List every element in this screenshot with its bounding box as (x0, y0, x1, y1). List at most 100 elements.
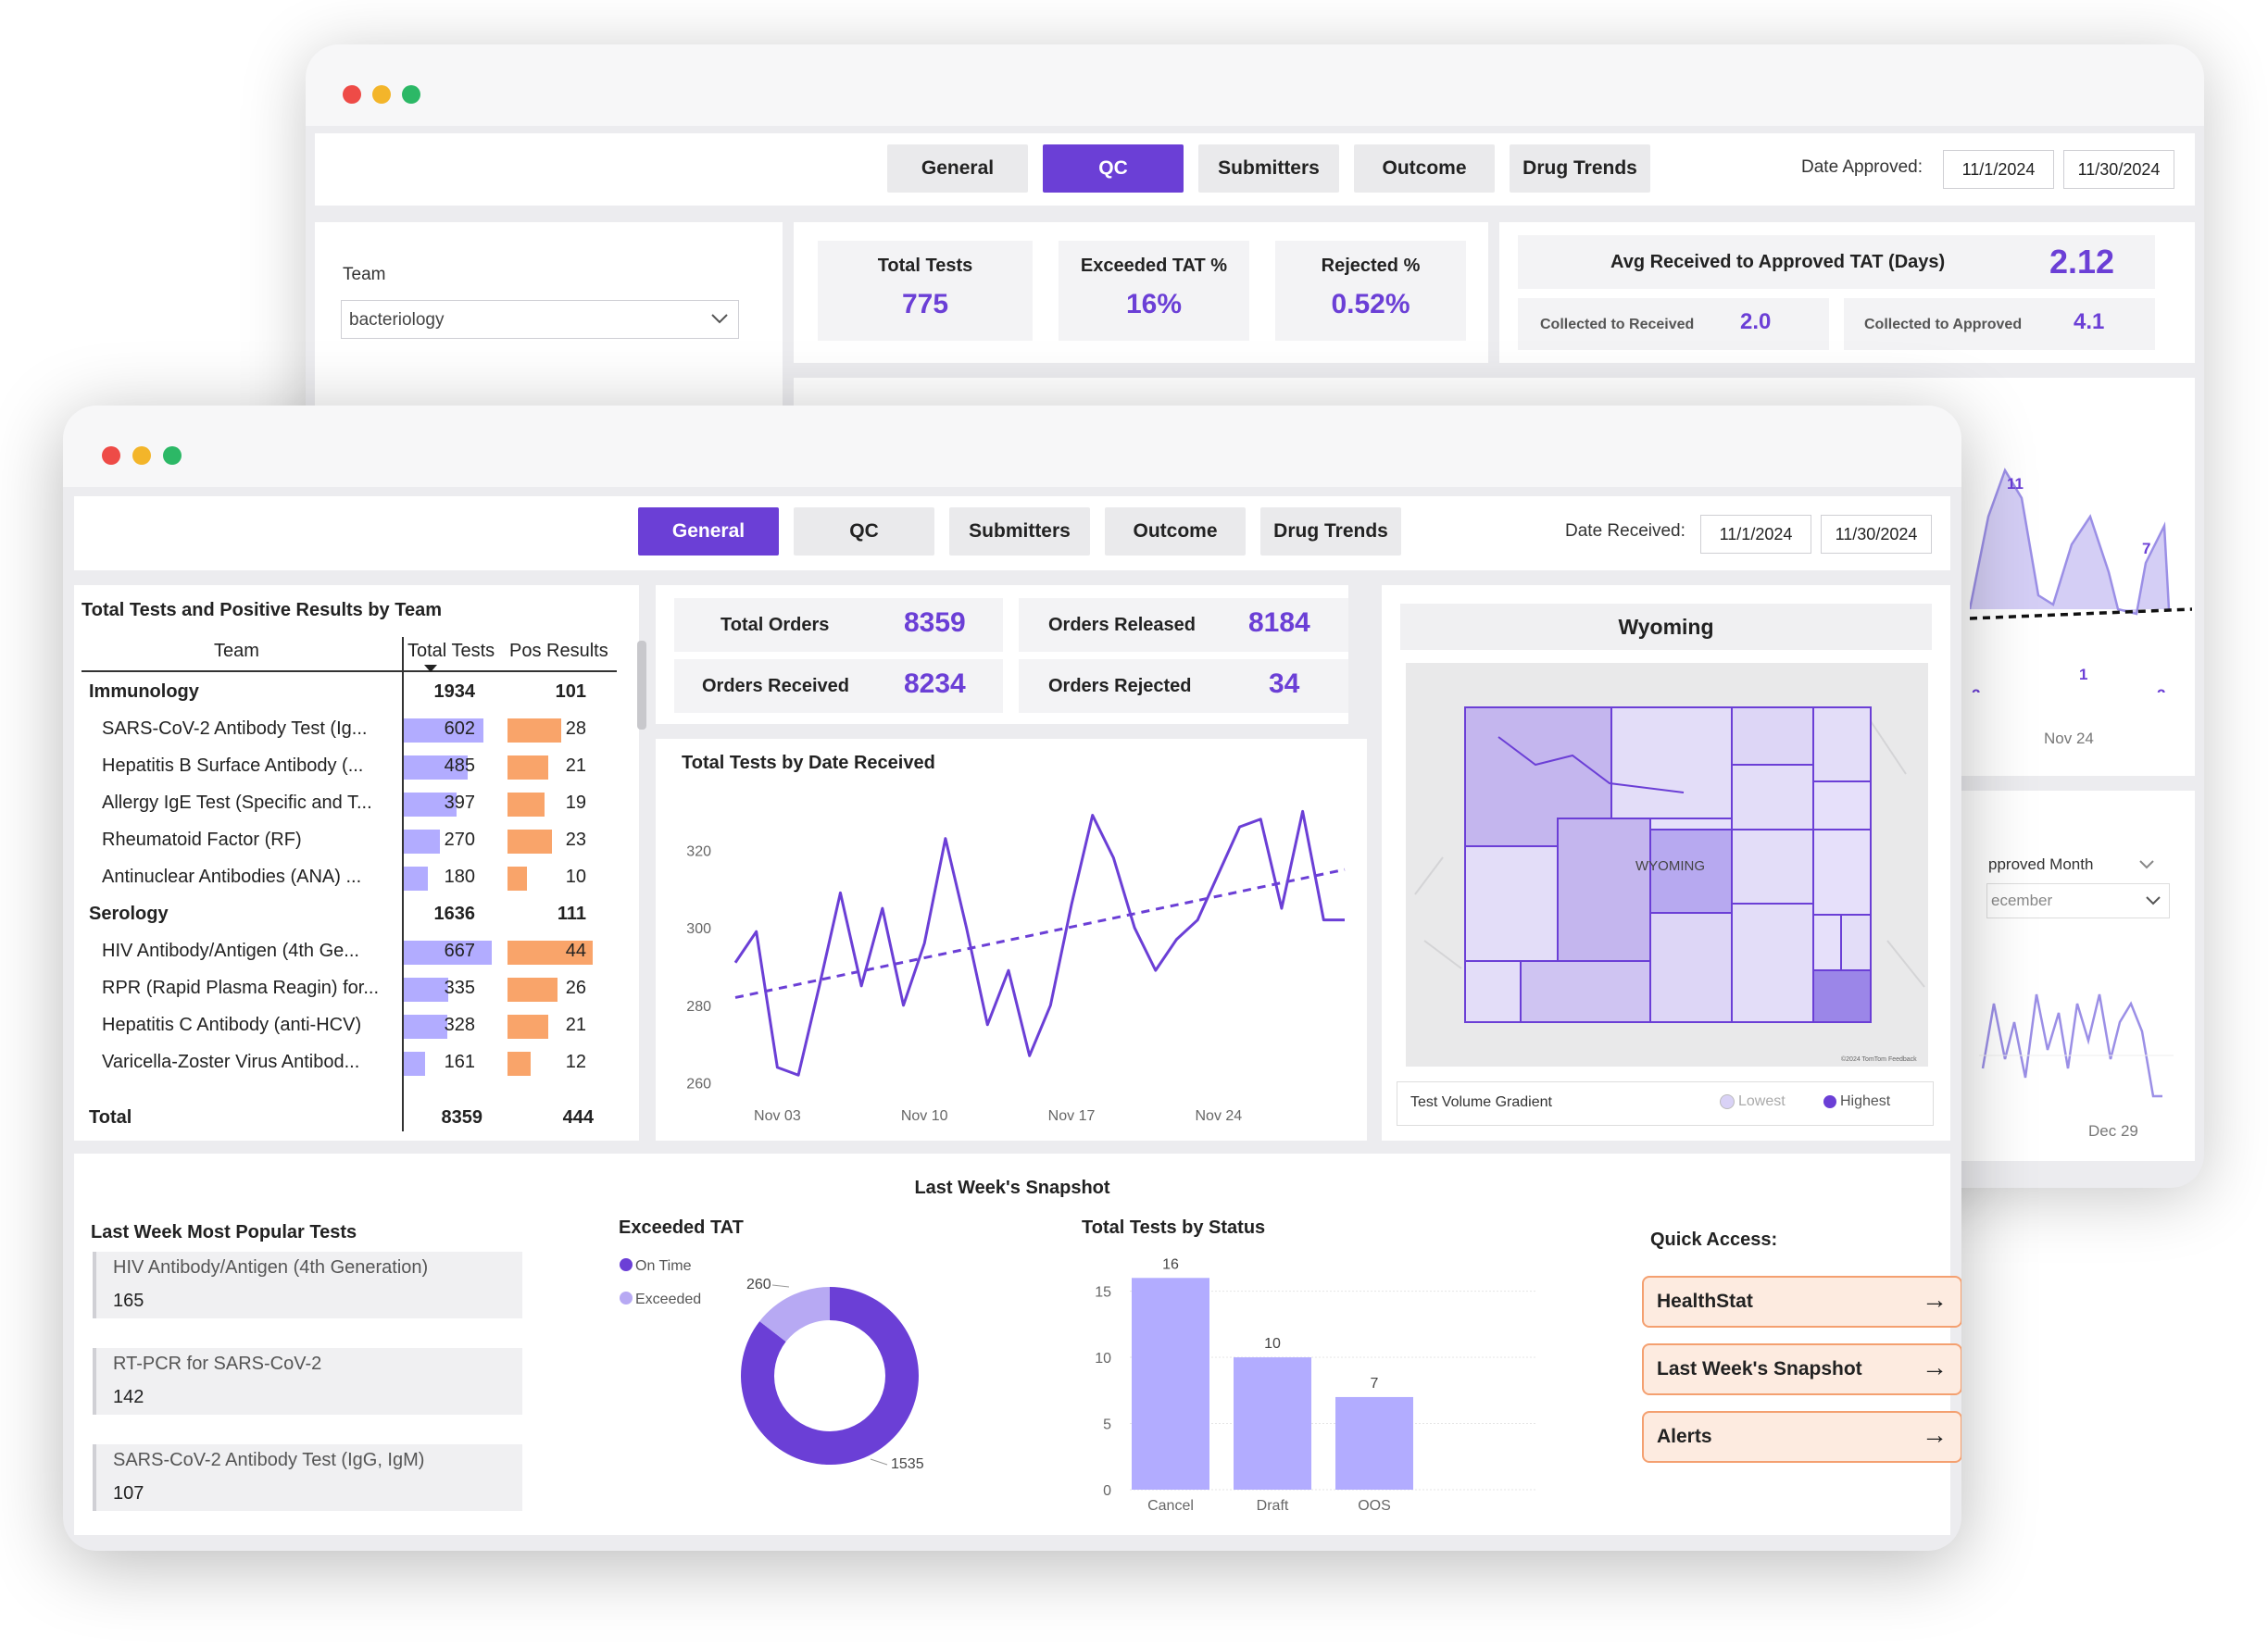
ontime-slice[interactable] (741, 1287, 919, 1465)
data-point[interactable] (1191, 914, 1204, 927)
maximize-dot-icon[interactable] (402, 85, 420, 104)
table-row[interactable]: Varicella-Zoster Virus Antibod... 161 12 (81, 1044, 609, 1081)
table-row[interactable]: Rheumatoid Factor (RF) 270 23 (81, 822, 609, 859)
header-total-tests[interactable]: Total Tests (407, 641, 495, 661)
sort-desc-icon[interactable] (424, 665, 437, 672)
data-point[interactable] (939, 832, 952, 845)
c2r-card: Collected to Received 2.0 (1518, 298, 1829, 350)
pos-results-value: 21 (565, 1015, 586, 1035)
y-tick-label: 280 (686, 999, 711, 1015)
wyoming-map[interactable]: WYOMING ©2024 TomTom Feedback (1406, 663, 1928, 1067)
data-point[interactable] (729, 956, 742, 969)
data-point[interactable] (1107, 852, 1120, 865)
team-group-row[interactable]: Immunology 1934 101 (81, 674, 609, 711)
back-tab-submitters[interactable]: Submitters (1198, 144, 1339, 193)
data-point[interactable] (1065, 898, 1078, 911)
back-tab-outcome[interactable]: Outcome (1354, 144, 1495, 193)
month-collapse-icon[interactable] (2138, 859, 2155, 870)
data-point[interactable] (1002, 964, 1015, 977)
tab-general[interactable]: General (638, 507, 779, 556)
table-row[interactable]: Allergy IgE Test (Specific and T... 397 19 (81, 785, 609, 822)
healthstat-link[interactable]: HealthStat → (1642, 1276, 1961, 1328)
data-point[interactable] (876, 902, 889, 915)
alerts-link[interactable]: Alerts → (1642, 1411, 1961, 1463)
tab-drug-trends[interactable]: Drug Trends (1260, 507, 1401, 556)
popular-item[interactable]: RT-PCR for SARS-CoV-2 142 (93, 1348, 522, 1415)
data-point[interactable] (1254, 813, 1267, 826)
data-point[interactable] (1234, 820, 1247, 833)
exceeded-slice[interactable] (759, 1287, 830, 1342)
pos-results-bar (507, 1015, 548, 1039)
avg-tat-value: 2.12 (2049, 243, 2115, 281)
minimize-dot-icon[interactable] (372, 85, 391, 104)
legend-exceeded-label[interactable]: Exceeded (635, 1292, 701, 1307)
table-row[interactable]: SARS-CoV-2 Antibody Test (Ig... 602 28 (81, 711, 609, 748)
data-point[interactable] (1338, 914, 1351, 927)
maximize-dot-icon[interactable] (163, 446, 182, 465)
data-point[interactable] (1086, 809, 1099, 822)
status-bar[interactable] (1132, 1278, 1209, 1490)
table-scrollbar[interactable] (637, 641, 646, 730)
pos-results-value: 23 (565, 830, 586, 850)
data-point[interactable] (792, 1068, 805, 1081)
date-from-input[interactable]: 11/1/2024 (1700, 515, 1811, 554)
tab-qc[interactable]: QC (794, 507, 934, 556)
data-point[interactable] (1297, 805, 1309, 818)
popular-item[interactable]: SARS-CoV-2 Antibody Test (IgG, IgM) 107 (93, 1444, 522, 1511)
data-point[interactable] (918, 937, 931, 950)
back-tab-qc[interactable]: QC (1043, 144, 1184, 193)
side-label-1: 11 (2007, 475, 2024, 493)
popular-item[interactable]: HIV Antibody/Antigen (4th Generation) 16… (93, 1252, 522, 1318)
header-team[interactable]: Team (214, 641, 259, 661)
status-bar[interactable] (1234, 1357, 1311, 1490)
table-row[interactable]: Antinuclear Antibodies (ANA) ... 180 10 (81, 859, 609, 896)
date-to-input[interactable]: 11/30/2024 (1821, 515, 1932, 554)
minimize-dot-icon[interactable] (132, 446, 151, 465)
table-row[interactable]: RPR (Rapid Plasma Reagin) for... 335 26 (81, 970, 609, 1007)
data-point[interactable] (960, 921, 973, 934)
data-point[interactable] (981, 1018, 994, 1031)
team-select[interactable]: bacteriology (341, 300, 739, 339)
tab-submitters[interactable]: Submitters (949, 507, 1090, 556)
test-name: Hepatitis B Surface Antibody (... (102, 755, 364, 776)
close-dot-icon[interactable] (102, 446, 120, 465)
data-point[interactable] (1317, 914, 1330, 927)
front-titlebar (63, 406, 1961, 487)
back-date-from[interactable]: 11/1/2024 (1943, 150, 2054, 189)
total-tests-value: 602 (444, 718, 475, 739)
data-point[interactable] (855, 980, 868, 993)
data-point[interactable] (833, 886, 846, 899)
pos-results-value: 10 (565, 867, 586, 887)
x-tick-label: Draft (1257, 1498, 1289, 1514)
data-point[interactable] (1044, 999, 1057, 1012)
last-week-snapshot-link[interactable]: Last Week's Snapshot → (1642, 1343, 1961, 1395)
data-point[interactable] (1023, 1049, 1036, 1062)
data-point[interactable] (897, 999, 910, 1012)
team-group-row[interactable]: Serology 1636 111 (81, 896, 609, 933)
back-date-to[interactable]: 11/30/2024 (2063, 150, 2174, 189)
orders-received-label: Orders Received (702, 676, 849, 696)
data-point[interactable] (1128, 921, 1141, 934)
header-pos-results[interactable]: Pos Results (509, 641, 608, 661)
data-point[interactable] (1275, 902, 1288, 915)
close-dot-icon[interactable] (343, 85, 361, 104)
legend-exceeded-icon (620, 1292, 633, 1305)
back-tab-general[interactable]: General (887, 144, 1028, 193)
data-point[interactable] (771, 1061, 783, 1074)
table-row[interactable]: Hepatitis B Surface Antibody (... 485 21 (81, 748, 609, 785)
snapshot-panel: Last Week's Snapshot Last Week Most Popu… (74, 1154, 1961, 1535)
data-point[interactable] (1212, 867, 1225, 880)
month-select[interactable]: ecember (1986, 883, 2170, 918)
tab-outcome[interactable]: Outcome (1105, 507, 1246, 556)
data-point[interactable] (1170, 933, 1183, 946)
table-row[interactable]: Hepatitis C Antibody (anti-HCV) 328 21 (81, 1007, 609, 1044)
total-tests-bar (404, 867, 428, 891)
back-tab-drug-trends[interactable]: Drug Trends (1510, 144, 1650, 193)
legend-ontime-label[interactable]: On Time (635, 1258, 692, 1274)
status-bar[interactable] (1335, 1396, 1413, 1490)
data-point[interactable] (750, 925, 763, 938)
data-point[interactable] (813, 980, 826, 993)
column-divider (402, 637, 404, 1131)
table-row[interactable]: HIV Antibody/Antigen (4th Ge... 667 44 (81, 933, 609, 970)
data-point[interactable] (1149, 964, 1162, 977)
